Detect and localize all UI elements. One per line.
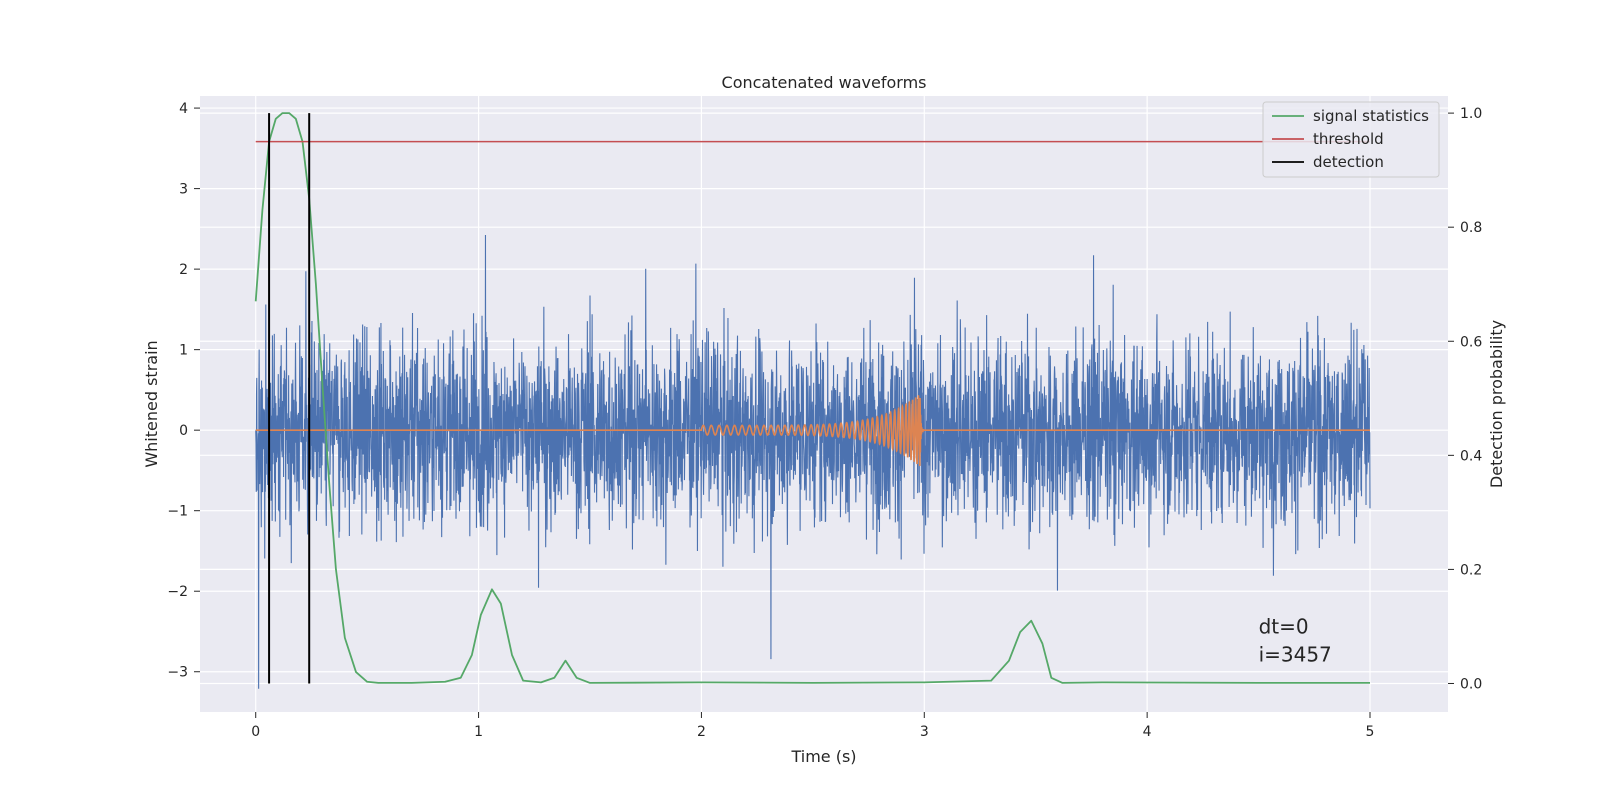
annotation-dt: dt=0 (1259, 615, 1309, 639)
y2-tick-label: 0.0 (1460, 676, 1482, 692)
x-tick-label: 2 (697, 724, 706, 740)
signal-statistics-line (254, 112, 1370, 684)
x-tick-label: 4 (1143, 724, 1152, 740)
x-axis-label: Time (s) (790, 747, 856, 766)
y-tick-label: 2 (179, 262, 188, 278)
y-tick-label: 4 (179, 101, 188, 117)
legend-box (1262, 101, 1440, 178)
y2-tick-label: 0.2 (1460, 562, 1482, 578)
x-axis-ticks: 0 1 2 3 4 5 (251, 712, 1374, 740)
y-tick-label: 1 (179, 343, 188, 359)
template-series (255, 395, 1371, 467)
legend-label-threshold: threshold (1313, 130, 1384, 148)
legend-label-signal-statistics: signal statistics (1313, 107, 1429, 125)
y2-tick-label: 0.4 (1460, 448, 1482, 464)
legend: signal statistics threshold detection (1262, 101, 1440, 178)
y2-tick-label: 1.0 (1460, 106, 1482, 122)
y2-axis-ticks: 0.0 0.2 0.4 0.6 0.8 1.0 (1448, 106, 1482, 692)
strain-line (255, 235, 1371, 689)
x-tick-label: 5 (1366, 724, 1375, 740)
y-axis-label: Whitened strain (142, 340, 161, 467)
y-axis-ticks: −3 −2 −1 0 1 2 3 4 (167, 101, 200, 681)
y-tick-label: −1 (167, 504, 188, 520)
y-tick-label: 3 (179, 182, 188, 198)
strain-series (255, 235, 1371, 689)
x-tick-label: 3 (920, 724, 929, 740)
template-line (255, 395, 1371, 467)
legend-label-detection: detection (1313, 153, 1384, 171)
y2-tick-label: 0.8 (1460, 220, 1482, 236)
chart-title: Concatenated waveforms (722, 73, 927, 92)
signal-statistics-series (254, 112, 1370, 684)
y-tick-label: −2 (167, 584, 188, 600)
annotation-index: i=3457 (1259, 643, 1332, 667)
detection-series (268, 113, 311, 684)
y-tick-label: −3 (167, 665, 188, 681)
x-tick-label: 1 (474, 724, 483, 740)
x-tick-label: 0 (251, 724, 260, 740)
y2-axis-label: Detection probability (1487, 320, 1506, 488)
y-tick-label: 0 (179, 423, 188, 439)
y2-tick-label: 0.6 (1460, 334, 1482, 350)
